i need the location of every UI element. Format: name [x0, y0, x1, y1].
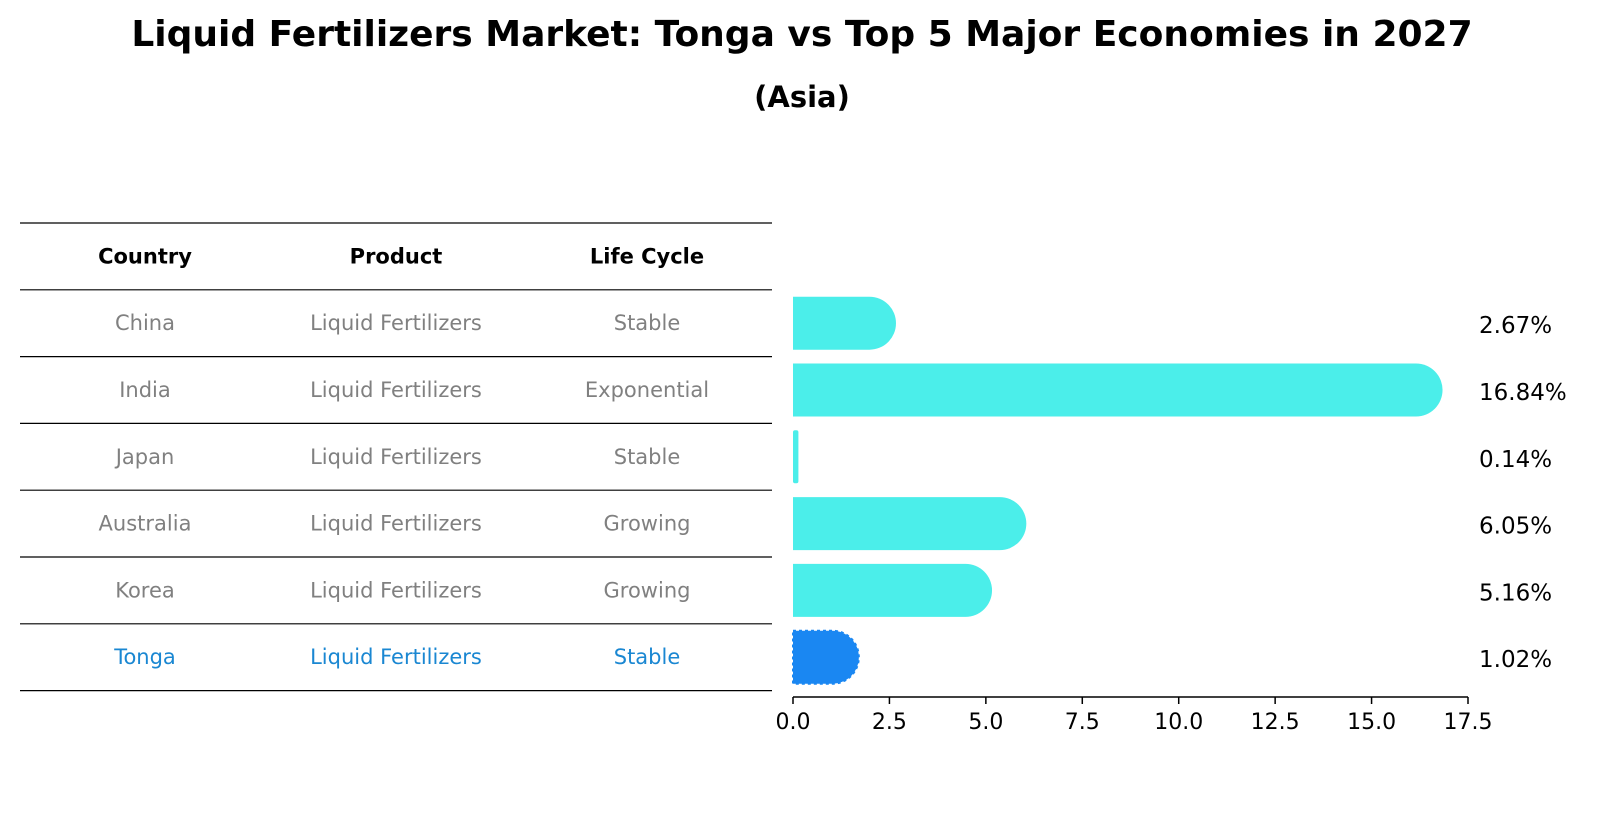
x-tick-label: 10.0: [1154, 710, 1203, 735]
bar-shape: [793, 430, 799, 484]
cell-life-cycle: Stable: [614, 645, 681, 669]
cell-country: Japan: [114, 445, 175, 469]
bar-shape: [793, 363, 1443, 417]
bar-china: 2.67%: [793, 296, 1552, 350]
value-label: 2.67%: [1479, 313, 1552, 339]
cell-product: Liquid Fertilizers: [310, 445, 482, 469]
value-label: 1.02%: [1479, 647, 1552, 673]
bar-tonga: 1.02%: [792, 629, 1552, 685]
x-tick-label: 15.0: [1347, 710, 1396, 735]
cell-product: Liquid Fertilizers: [310, 378, 482, 402]
cell-country: China: [115, 311, 175, 335]
cell-country: India: [119, 378, 171, 402]
chart-subtitle: (Asia): [754, 80, 850, 114]
cell-country: Tonga: [113, 645, 176, 669]
cell-life-cycle: Growing: [604, 512, 691, 536]
cell-country: Korea: [115, 578, 175, 602]
cell-life-cycle: Stable: [614, 311, 681, 335]
value-label: 0.14%: [1479, 447, 1552, 473]
cell-product: Liquid Fertilizers: [310, 311, 482, 335]
x-tick-label: 17.5: [1444, 710, 1493, 735]
value-label: 6.05%: [1479, 514, 1552, 540]
bar-plot: 2.67% 16.84% 0.14% 6.05% 5.16% 1.02%: [792, 296, 1567, 685]
bar-shape: [793, 497, 1027, 551]
x-tick-label: 0.0: [776, 710, 811, 735]
x-tick-label: 7.5: [1065, 710, 1100, 735]
bar-shape: [792, 629, 860, 685]
bar-australia: 6.05%: [793, 497, 1552, 551]
cell-country: Australia: [99, 512, 192, 536]
cell-life-cycle: Exponential: [585, 378, 709, 402]
bar-japan: 0.14%: [793, 430, 1552, 484]
cell-product: Liquid Fertilizers: [310, 578, 482, 602]
bar-shape: [793, 296, 896, 350]
x-tick-label: 2.5: [872, 710, 907, 735]
cell-product: Liquid Fertilizers: [310, 512, 482, 536]
x-axis: 0.0 2.5 5.0 7.5 10.0 12.5 15.0 17.5: [776, 696, 1493, 735]
header-life-cycle: Life Cycle: [590, 244, 704, 268]
x-tick-label: 12.5: [1251, 710, 1300, 735]
data-table: Country Product Life Cycle China Liquid Fert…: [20, 222, 772, 692]
header-product: Product: [350, 244, 443, 268]
bar-shape: [793, 563, 993, 617]
header-country: Country: [98, 244, 192, 268]
chart-title: Liquid Fertilizers Market: Tonga vs Top …: [131, 14, 1473, 55]
cell-life-cycle: Growing: [604, 578, 691, 602]
bar-korea: 5.16%: [793, 563, 1552, 617]
value-label: 5.16%: [1479, 580, 1552, 606]
x-tick-label: 5.0: [968, 710, 1003, 735]
cell-product: Liquid Fertilizers: [310, 645, 482, 669]
bar-india: 16.84%: [793, 363, 1567, 417]
cell-life-cycle: Stable: [614, 445, 681, 469]
value-label: 16.84%: [1479, 380, 1567, 406]
